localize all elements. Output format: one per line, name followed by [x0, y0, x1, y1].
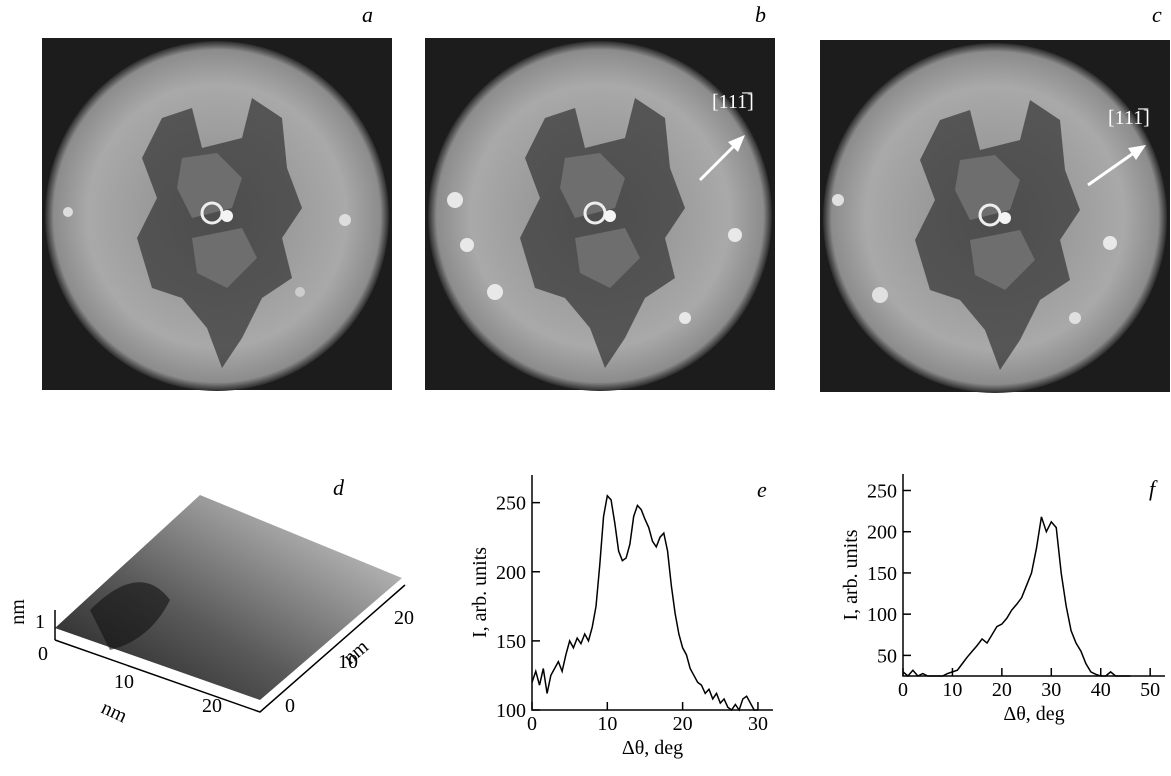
- panel-label: e: [757, 477, 767, 502]
- y-tick-label: 100: [867, 604, 897, 626]
- x-tick: 0: [38, 643, 48, 665]
- panel-label: b: [755, 2, 766, 27]
- x-axis-label: Δθ, deg: [622, 737, 683, 759]
- spot: [728, 228, 742, 242]
- x-tick-label: 30: [748, 713, 768, 735]
- y-tick-label: 50: [877, 645, 897, 667]
- y-axis-label: I, arb. units: [469, 547, 491, 638]
- y-tick-label: 250: [496, 493, 526, 515]
- diffraction-image: [818, 38, 1171, 395]
- y-tick: 20: [394, 607, 414, 629]
- y-tick: 10: [338, 651, 358, 673]
- x-tick-label: 50: [1140, 679, 1160, 701]
- spot: [1069, 312, 1081, 324]
- surface-shade: [90, 582, 170, 650]
- diffraction-image: [40, 36, 394, 393]
- arrow-head: [728, 135, 745, 152]
- x-tick-label: 40: [1091, 679, 1111, 701]
- spot: [447, 192, 463, 208]
- direction-label: [111̅]: [712, 91, 754, 113]
- x-tick-label: 10: [942, 679, 962, 701]
- data-line: [531, 494, 758, 712]
- x-tick-label: 0: [898, 679, 908, 701]
- x-tick: 20: [202, 695, 222, 717]
- panel-label: f: [1149, 476, 1158, 501]
- x-unit: nm: [98, 697, 131, 728]
- y-tick: 0: [285, 695, 295, 717]
- spot: [487, 284, 503, 300]
- spot: [295, 287, 305, 297]
- axes: [531, 475, 773, 711]
- y-axis-label: I, arb. units: [840, 529, 862, 620]
- panel-label: c: [1152, 2, 1162, 27]
- x-axis-label: Δθ, deg: [1003, 703, 1064, 725]
- base-axes: [54, 584, 406, 713]
- x-tick: 10: [114, 671, 134, 693]
- spot: [679, 312, 691, 324]
- x-tick-label: 20: [992, 679, 1012, 701]
- y-tick-label: 200: [496, 562, 526, 584]
- x-tick-label: 30: [1041, 679, 1061, 701]
- x-tick-label: 10: [597, 713, 617, 735]
- afm-surface: [55, 495, 402, 700]
- data-line: [902, 516, 1131, 678]
- y-tick-label: 100: [496, 700, 526, 722]
- z-tick: 1: [35, 611, 45, 633]
- z-unit: nm: [7, 599, 29, 625]
- panel-label: a: [362, 2, 373, 27]
- panel-d: d nm 1 0 10 20 nm 0 10 20 nm: [7, 475, 414, 728]
- spot: [339, 214, 351, 226]
- axes: [902, 474, 1165, 677]
- panel-b: [111̅] b: [423, 2, 777, 393]
- arrow-head: [1128, 145, 1146, 160]
- panel-c: [111̅] c: [818, 2, 1171, 395]
- spot: [1103, 236, 1117, 250]
- arrow: [1087, 148, 1139, 187]
- x-tick-label: 20: [673, 713, 693, 735]
- y-tick-label: 250: [867, 480, 897, 502]
- spot: [832, 194, 844, 206]
- y-tick-label: 150: [496, 631, 526, 653]
- panel-label: d: [333, 475, 345, 500]
- panel-a: a: [40, 2, 394, 393]
- y-tick-label: 150: [867, 563, 897, 585]
- spot: [872, 287, 888, 303]
- direction-label: [111̅]: [1108, 107, 1150, 129]
- x-tick-label: 0: [527, 713, 537, 735]
- y-tick-label: 200: [867, 522, 897, 544]
- spot: [460, 238, 474, 252]
- spot: [63, 207, 73, 217]
